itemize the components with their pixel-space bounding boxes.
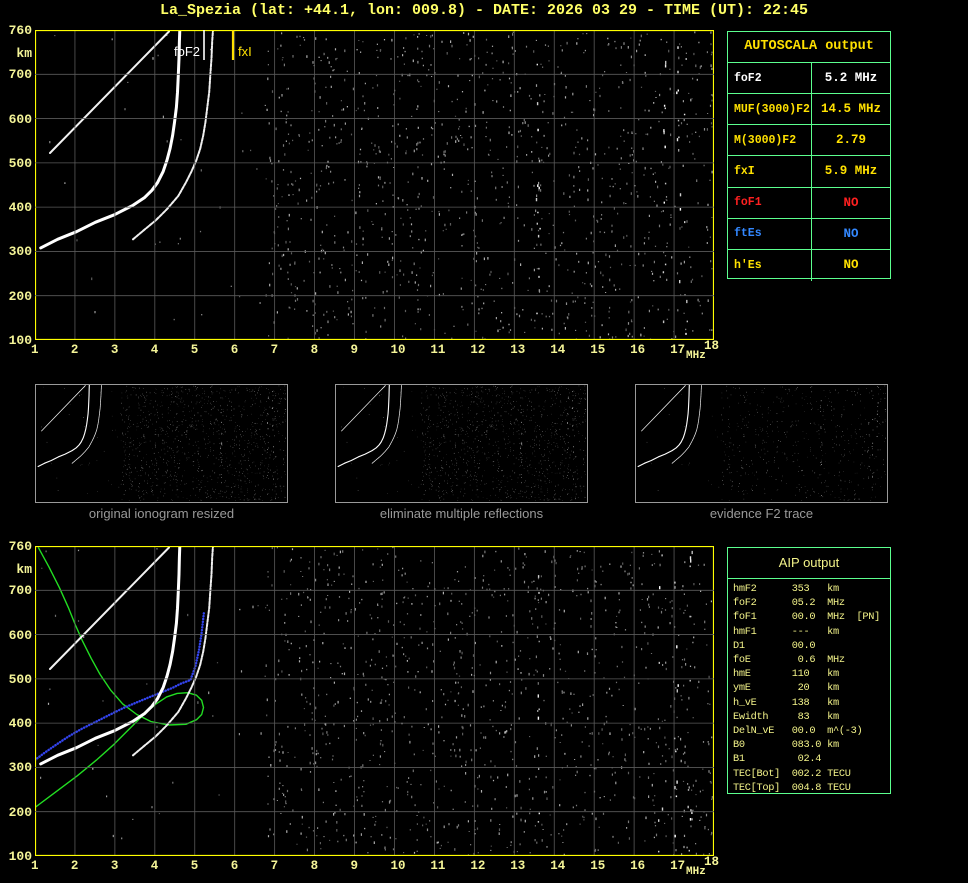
- svg-text:fxI: fxI: [238, 44, 252, 59]
- svg-text:foF2: foF2: [174, 44, 200, 59]
